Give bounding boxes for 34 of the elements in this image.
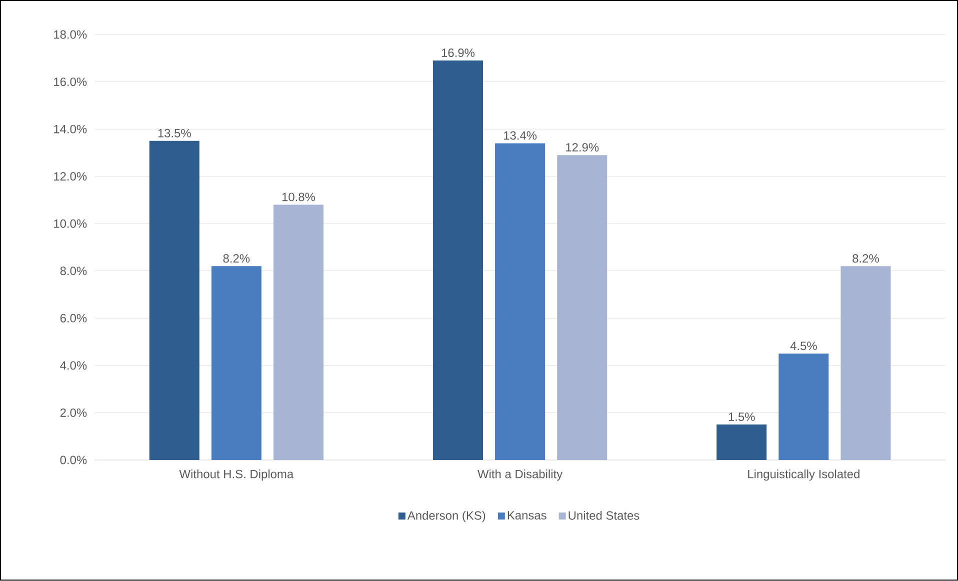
- legend-label: Kansas: [508, 511, 546, 520]
- y-tick-label: 18.0%: [54, 30, 87, 39]
- y-tick-label: 8.0%: [60, 266, 87, 276]
- y-tick-label: 14.0%: [54, 125, 87, 134]
- data-label: 16.9%: [442, 48, 475, 58]
- legend-label: Anderson (KS): [407, 511, 486, 522]
- y-tick-label: 12.0%: [54, 172, 87, 181]
- data-label: 13.5%: [158, 129, 191, 138]
- y-tick-label: 0.0%: [60, 456, 87, 464]
- data-label: 10.8%: [282, 192, 316, 202]
- x-tick-label: With a Disability: [478, 470, 563, 481]
- y-tick-label: 6.0%: [60, 314, 87, 323]
- data-label: 8.2%: [852, 254, 879, 263]
- legend-label: United States: [568, 511, 640, 520]
- data-label: 13.4%: [504, 131, 537, 140]
- bar: [211, 266, 262, 460]
- data-label: 1.5%: [728, 412, 755, 422]
- data-label: 8.2%: [223, 254, 250, 263]
- data-label: 4.5%: [790, 342, 817, 350]
- bar: [557, 155, 608, 460]
- y-tick-label: 10.0%: [54, 220, 87, 228]
- x-tick-label: Without H.S. Diploma: [179, 470, 294, 481]
- y-tick-label: 16.0%: [54, 78, 87, 86]
- y-tick-label: 4.0%: [60, 361, 87, 370]
- x-tick-label: Linguistically Isolated: [748, 470, 860, 481]
- data-label: 12.9%: [566, 143, 599, 152]
- bar: [495, 143, 546, 460]
- bar: [716, 424, 767, 460]
- bar: [778, 354, 829, 460]
- bar: [432, 60, 484, 460]
- y-tick-label: 2.0%: [60, 408, 87, 418]
- bar: [149, 141, 200, 460]
- bar: [840, 266, 891, 460]
- bar: [273, 204, 324, 460]
